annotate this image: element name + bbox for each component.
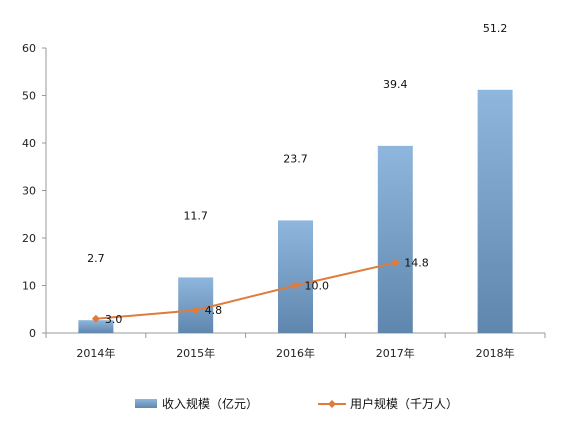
- legend-line-label: 用户规模（千万人）: [350, 396, 458, 411]
- line-data-labels: 3.0 4.8 10.0 14.8: [105, 257, 429, 326]
- line-data-label: 10.0: [305, 280, 330, 293]
- bar: [278, 220, 313, 333]
- x-tick-labels: 2014年 2015年 2016年 2017年 2018年: [45, 333, 546, 360]
- bar-series: [78, 89, 513, 333]
- x-tick-label: 2015年: [176, 346, 215, 360]
- line-data-label: 4.8: [205, 304, 223, 317]
- x-tick-label: 2016年: [276, 346, 315, 360]
- y-tick-label: 0: [29, 327, 36, 340]
- y-tick-label: 10: [22, 280, 36, 293]
- line-point: [91, 314, 100, 323]
- y-tick-label: 40: [22, 137, 36, 150]
- line-point: [291, 281, 300, 290]
- bar-data-label: 2.7: [87, 252, 105, 265]
- bar-data-label: 23.7: [283, 152, 308, 165]
- bar: [178, 277, 214, 333]
- bar: [477, 89, 513, 333]
- y-tick-label: 30: [22, 185, 36, 198]
- line-data-label: 3.0: [105, 313, 123, 326]
- bar-data-label: 51.2: [483, 22, 508, 35]
- y-tick-label: 50: [22, 90, 36, 103]
- x-tick-label: 2018年: [476, 346, 515, 360]
- legend-bar-swatch: [135, 399, 157, 408]
- legend-bar-label: 收入规模（亿元）: [162, 396, 258, 411]
- bar: [377, 145, 413, 333]
- x-tick-label: 2017年: [376, 346, 415, 360]
- y-tick-labels: 0 10 20 30 40 50 60: [22, 42, 46, 340]
- bar-data-label: 39.4: [383, 78, 408, 91]
- line-data-label: 14.8: [404, 257, 429, 270]
- bar-data-label: 11.7: [183, 209, 208, 222]
- bar: [78, 320, 114, 333]
- legend: 收入规模（亿元） 用户规模（千万人）: [135, 396, 458, 411]
- legend-line-marker: [328, 400, 336, 408]
- line-series: [91, 258, 400, 323]
- bar-data-labels: 2.7 11.7 23.7 39.4 51.2: [87, 22, 507, 265]
- line-point: [391, 258, 400, 267]
- y-tick-label: 20: [22, 232, 36, 245]
- x-tick-label: 2014年: [76, 346, 115, 360]
- line-point: [191, 306, 200, 315]
- y-tick-label: 60: [22, 42, 36, 55]
- series-line: [95, 261, 396, 320]
